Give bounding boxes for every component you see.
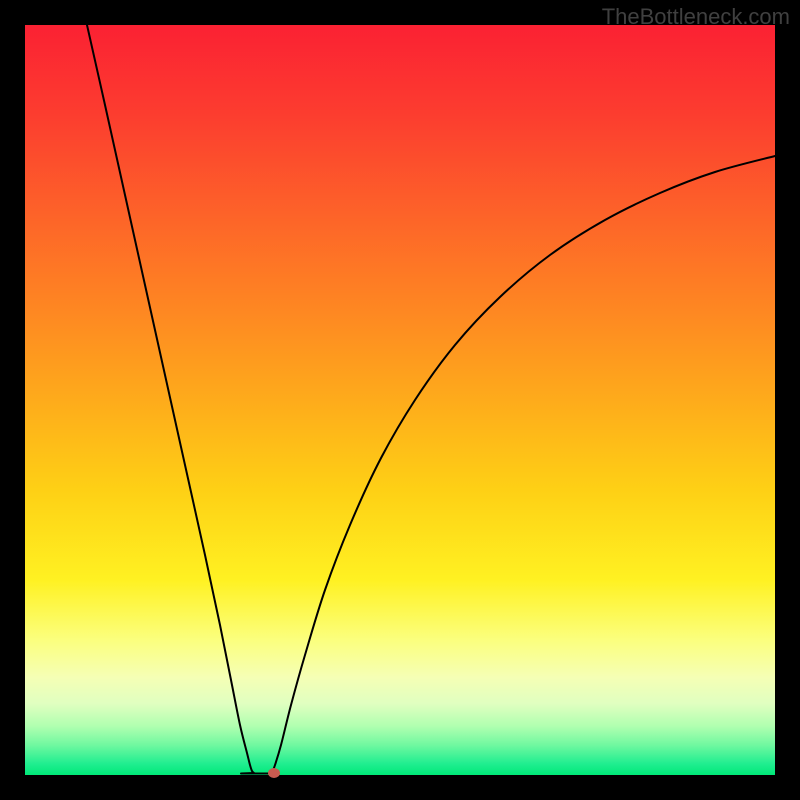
chart-container: TheBottleneck.com [0,0,800,800]
plot-background [25,25,775,775]
bottleneck-chart [0,0,800,800]
minimum-marker [268,768,280,778]
watermark-text: TheBottleneck.com [602,4,790,30]
